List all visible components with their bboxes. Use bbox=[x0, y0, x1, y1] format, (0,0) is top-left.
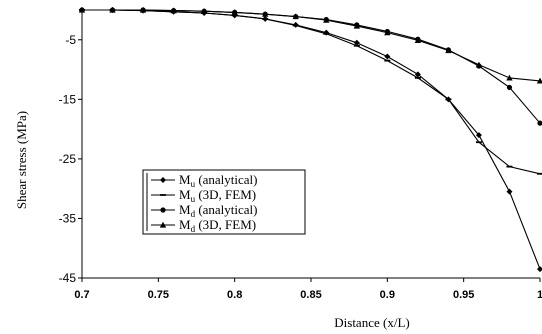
data-point bbox=[292, 13, 299, 20]
y-axis-title: Shear stress (MPa) bbox=[14, 111, 29, 209]
legend-entry: Md (analytical) bbox=[151, 202, 258, 219]
data-point bbox=[353, 39, 360, 46]
data-point bbox=[414, 71, 421, 78]
data-point bbox=[200, 7, 208, 14]
x-tick-label: 0.85 bbox=[300, 289, 321, 301]
data-point bbox=[537, 120, 542, 126]
series-1 bbox=[79, 9, 542, 175]
data-point bbox=[537, 266, 542, 273]
y-tick-label: -25 bbox=[59, 152, 77, 166]
series-2 bbox=[79, 7, 542, 126]
legend-label: Md (3D, FEM) bbox=[179, 217, 256, 234]
x-axis-title: Distance (x/L) bbox=[334, 315, 409, 330]
x-tick-label: 0.8 bbox=[227, 289, 242, 301]
legend-label: Md (analytical) bbox=[179, 202, 258, 219]
legend: Mu (analytical)Mu (3D, FEM)Md (analytica… bbox=[142, 169, 306, 235]
x-tick-label: 0.75 bbox=[148, 289, 169, 301]
x-tick-label: 0.95 bbox=[453, 289, 474, 301]
data-point bbox=[323, 16, 330, 23]
data-point bbox=[353, 22, 360, 29]
data-point bbox=[506, 74, 513, 81]
data-point bbox=[506, 84, 513, 91]
legend-entry: Mu (analytical) bbox=[151, 172, 258, 189]
y-tick-label: -5 bbox=[65, 33, 76, 47]
axes: -5 -15 -25 -35 -45 0.7 0.75 0.8 0.85 0.9 0.95 1 bbox=[59, 10, 542, 301]
data-point bbox=[445, 47, 452, 54]
legend-label: Mu (analytical) bbox=[179, 172, 258, 189]
legend-entry: Mu (3D, FEM) bbox=[151, 187, 256, 204]
legend-entry: Md (3D, FEM) bbox=[151, 217, 256, 234]
data-point bbox=[170, 7, 177, 14]
y-tick-label: -35 bbox=[59, 211, 77, 225]
legend-swatch-marker bbox=[160, 177, 166, 183]
data-point bbox=[475, 132, 482, 139]
series-line bbox=[82, 9, 541, 124]
legend-box bbox=[142, 169, 306, 235]
legend-swatch-marker bbox=[159, 221, 167, 228]
y-tick-label: -15 bbox=[59, 92, 77, 106]
data-point bbox=[384, 53, 391, 60]
data-point bbox=[231, 9, 238, 15]
data-point bbox=[475, 61, 483, 68]
x-tick-label: 1 bbox=[537, 289, 542, 301]
data-point bbox=[262, 10, 269, 17]
y-tick-label: -45 bbox=[59, 271, 77, 285]
data-point bbox=[536, 77, 542, 84]
data-point bbox=[139, 6, 147, 13]
series-3 bbox=[78, 6, 542, 84]
data-point bbox=[78, 6, 86, 13]
x-tick-label: 0.9 bbox=[380, 289, 395, 301]
data-point bbox=[384, 29, 391, 36]
legend-label: Mu (3D, FEM) bbox=[179, 187, 256, 204]
data-point bbox=[109, 6, 116, 13]
series-line bbox=[82, 9, 541, 175]
series-line bbox=[82, 9, 541, 82]
data-point bbox=[414, 37, 422, 43]
series-layer bbox=[78, 6, 542, 273]
data-point bbox=[506, 188, 513, 195]
x-tick-label: 0.7 bbox=[74, 289, 89, 301]
legend-swatch-marker bbox=[160, 207, 166, 213]
